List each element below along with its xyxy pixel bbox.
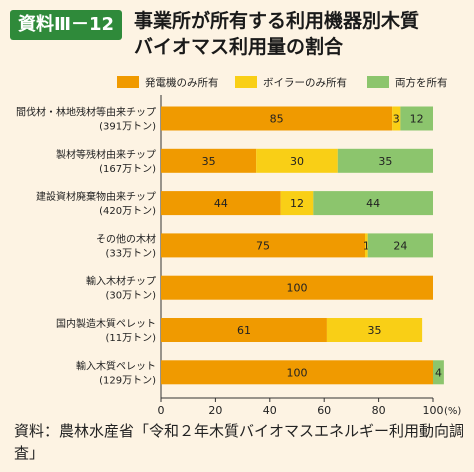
bar-3-series-3 (313, 191, 433, 216)
category-label-5: 輸入木材チップ (86, 275, 156, 288)
bar-2-series-1 (161, 148, 257, 173)
chart-title-line-1: 事業所が所有する利用機器別木質 (134, 10, 420, 32)
data-label-1-series-1: 85 (270, 113, 284, 126)
source-note: 資料：農林水産省「令和２年木質バイオマスエネルギー利用動向調査」 (14, 422, 465, 462)
category-sublabel-5: (30万トン) (105, 291, 156, 302)
bar-6-series-1 (161, 318, 327, 342)
bar-2-series-2 (256, 148, 338, 173)
legend-swatch-1 (117, 76, 139, 88)
data-label-6-series-2: 35 (368, 324, 382, 337)
data-label-4-series-3: 24 (393, 239, 407, 252)
x-tick-label-60: 60 (317, 404, 331, 417)
category-sublabel-7: (129万トン) (99, 375, 156, 386)
data-label-2-series-1: 35 (202, 155, 216, 168)
bar-6-series-2 (326, 318, 423, 342)
data-label-1-series-2: 3 (393, 113, 400, 126)
x-tick-label-0: 0 (158, 404, 165, 417)
bar-4-series-3 (367, 233, 433, 258)
category-label-4: その他の木材 (96, 232, 156, 245)
bar-3-series-2 (280, 191, 314, 216)
bar-7-series-3 (433, 360, 444, 385)
legend-label-3: 両方を所有 (395, 76, 448, 89)
x-tick-label-80: 80 (372, 404, 386, 417)
bar-4-series-2 (365, 233, 368, 258)
category-sublabel-2: (167万トン) (99, 164, 156, 175)
category-sublabel-1: (391万トン) (99, 122, 156, 133)
data-label-6-series-1: 61 (237, 324, 251, 337)
bar-4-series-1 (161, 233, 365, 258)
figure-badge: 資料Ⅲ－12 (10, 10, 123, 40)
data-label-3-series-1: 44 (214, 197, 228, 210)
category-label-7: 輸入木質ペレット (76, 359, 156, 372)
chart-title: 事業所が所有する利用機器別木質 バイオマス利用量の割合 (134, 8, 470, 60)
data-label-4-series-1: 75 (256, 239, 270, 252)
legend-swatch-2 (235, 76, 257, 88)
bar-1-series-1 (161, 106, 393, 131)
chart-title-line-2: バイオマス利用量の割合 (134, 36, 344, 58)
legend-label-2: ボイラーのみ所有 (263, 76, 347, 89)
data-label-7-series-1: 100 (287, 366, 308, 379)
data-label-1-series-3: 12 (410, 113, 424, 126)
bar-1-series-3 (400, 106, 433, 131)
data-label-2-series-2: 30 (290, 155, 304, 168)
data-label-2-series-3: 35 (378, 155, 392, 168)
x-tick-label-20: 20 (208, 404, 222, 417)
bar-3-series-1 (161, 191, 281, 216)
bar-7-series-1 (161, 360, 433, 385)
legend-label-1: 発電機のみ所有 (145, 76, 219, 89)
category-label-1: 間伐材・林地残材等由来チップ (16, 106, 156, 119)
category-sublabel-3: (420万トン) (99, 206, 156, 217)
category-sublabel-6: (11万トン) (105, 333, 156, 344)
category-label-3: 建設資材廃棄物由来チップ (36, 190, 156, 203)
data-label-7-series-3: 4 (435, 366, 442, 379)
data-label-3-series-2: 12 (290, 197, 304, 210)
category-sublabel-4: (33万トン) (105, 248, 156, 259)
legend-swatch-3 (367, 76, 389, 88)
x-tick-label-40: 40 (263, 404, 277, 417)
bar-5-series-1 (161, 275, 433, 300)
bar-2-series-3 (337, 148, 433, 173)
bar-1-series-2 (392, 106, 401, 131)
data-label-4-series-2: 1 (363, 239, 370, 252)
header: 資料Ⅲ－12 事業所が所有する利用機器別木質 バイオマス利用量の割合 (0, 0, 474, 70)
x-axis-unit: (%) (444, 406, 461, 417)
x-tick-label-100: 100 (423, 404, 444, 417)
data-label-5-series-1: 100 (287, 282, 308, 295)
data-label-3-series-3: 44 (366, 197, 380, 210)
category-label-6: 国内製造木質ペレット (56, 317, 156, 330)
category-label-2: 製材等残材由来チップ (56, 148, 156, 161)
